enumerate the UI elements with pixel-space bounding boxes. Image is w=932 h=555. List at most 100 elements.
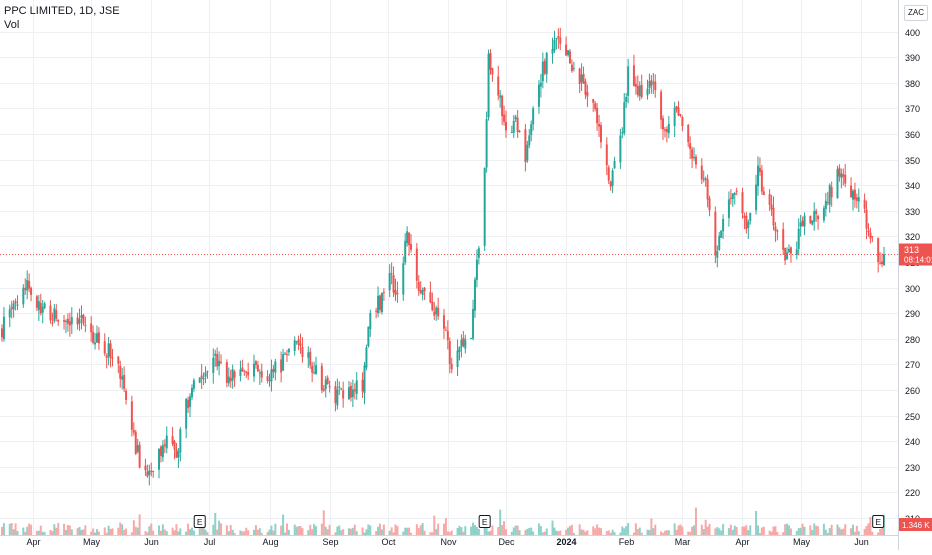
candle-body <box>475 259 478 280</box>
currency-label[interactable]: ZAC <box>904 5 928 21</box>
volume-bar <box>499 509 502 535</box>
candle-body <box>253 363 255 377</box>
candle-body <box>125 390 128 400</box>
candle-body <box>537 84 540 107</box>
candle-body <box>76 317 79 325</box>
volume-bar <box>788 525 791 535</box>
candle-body <box>817 215 820 220</box>
volume-bar <box>379 523 381 535</box>
volume-bar <box>227 531 230 535</box>
volume-bar <box>530 527 533 535</box>
volume-bar <box>179 528 182 535</box>
volume-bar <box>334 532 337 535</box>
volume-bar <box>171 527 174 535</box>
volume-bar <box>789 528 792 535</box>
candle-body <box>22 287 25 305</box>
volume-bar <box>282 514 285 535</box>
candle-body <box>433 311 436 316</box>
volume-bar <box>12 529 15 535</box>
candle-body <box>598 124 601 127</box>
candle-body <box>691 149 694 159</box>
volume-bar <box>132 520 135 535</box>
volume-bar <box>510 531 513 535</box>
candle-body <box>146 471 149 477</box>
volume-bar <box>225 525 228 535</box>
candle-body <box>95 333 98 343</box>
volume-bar <box>706 526 709 535</box>
volume-bar <box>299 525 302 535</box>
candle-body <box>460 339 463 347</box>
candle-body <box>70 317 73 325</box>
volume-bar <box>755 510 758 535</box>
volume-bar <box>727 528 730 535</box>
candle-body <box>66 318 69 324</box>
candle-body <box>865 209 868 229</box>
candle-body <box>90 323 93 333</box>
candle-body <box>353 389 356 392</box>
volume-bar <box>326 529 329 535</box>
candle-body <box>528 135 531 146</box>
earnings-marker[interactable]: E <box>872 515 885 528</box>
earnings-marker[interactable]: E <box>478 515 491 528</box>
time-axis[interactable]: Apr May Jun Jul Aug Sep Oct Nov Dec 2024 Feb Mar Apr… <box>0 535 898 548</box>
candle-body <box>627 66 630 96</box>
earnings-marker[interactable]: E <box>193 515 206 528</box>
volume-bar <box>652 528 655 535</box>
volume-bar <box>472 522 475 535</box>
candle-body <box>57 319 60 322</box>
candle-body <box>518 131 521 133</box>
candle-body <box>103 341 106 354</box>
volume-label[interactable]: Vol <box>4 19 20 31</box>
candle-body <box>681 117 684 127</box>
volume-bar <box>654 524 657 535</box>
volume-bar <box>260 532 263 535</box>
volume-bar <box>134 526 137 535</box>
candle-body <box>646 88 649 96</box>
candle-body <box>187 399 190 408</box>
candle-body <box>718 235 721 250</box>
candle-body <box>557 36 560 39</box>
candle-body <box>320 365 323 391</box>
x-tick-label: Feb <box>619 537 635 547</box>
candle-body <box>855 197 858 201</box>
volume-bar <box>528 528 531 535</box>
volume-bar <box>663 530 666 535</box>
volume-bar <box>280 525 283 535</box>
earnings-marker-label: E <box>482 517 488 527</box>
candle-body <box>380 292 383 313</box>
volume-bar <box>578 524 581 535</box>
volume-bar <box>408 527 411 535</box>
volume-bar <box>417 528 420 535</box>
candle-body <box>578 68 581 85</box>
candle-body <box>410 244 413 250</box>
candle-body <box>272 368 275 372</box>
candle-body <box>584 81 587 95</box>
last-price-value: 313 <box>904 245 919 255</box>
volume-bar <box>78 526 81 535</box>
volume-bar <box>572 532 575 535</box>
volume-bar <box>770 531 773 535</box>
candle-body <box>706 179 709 200</box>
volume-bar <box>768 530 771 535</box>
candle-body <box>530 124 533 136</box>
candle-body <box>408 232 411 246</box>
symbol-title[interactable]: PPC LIMITED, 1D, JSE <box>4 5 120 17</box>
candle-body <box>762 191 765 196</box>
volume-bar <box>353 524 356 535</box>
candle-body <box>483 167 486 246</box>
volume-bar <box>380 529 383 535</box>
candle-body <box>293 340 296 351</box>
candle-body <box>241 367 244 372</box>
price-axis[interactable]: 2102202302402502602702802903003103203303… <box>898 0 921 550</box>
candle-body <box>274 361 277 373</box>
volume-bar <box>731 529 734 535</box>
volume-bar <box>638 527 641 535</box>
volume-bar <box>811 529 814 535</box>
y-tick-label: 320 <box>905 232 920 242</box>
candle-body <box>813 211 816 222</box>
candle-body <box>419 290 422 294</box>
volume-bar <box>613 532 616 535</box>
